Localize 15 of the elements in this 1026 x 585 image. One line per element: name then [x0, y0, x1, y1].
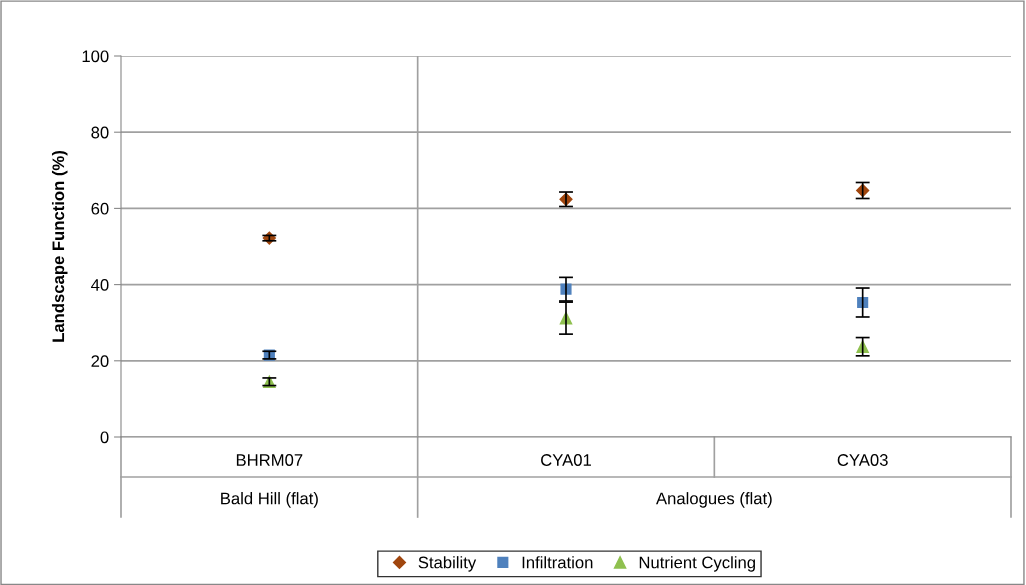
- y-tick-label: 100: [82, 50, 109, 63]
- x-tick-label: CYA03: [837, 454, 888, 466]
- x-tick-label: CYA01: [541, 454, 591, 466]
- text: Bald Hill (flat): [221, 492, 318, 508]
- legend-label: Nutrient Cycling: [639, 556, 755, 572]
- y-tick-label: 60: [91, 202, 109, 215]
- y-tick-label: 80: [91, 126, 109, 139]
- y-tick-label: 0: [100, 431, 109, 444]
- text: Analogues (flat): [656, 492, 772, 508]
- y-tick-label: 20: [91, 355, 109, 367]
- x-tick-label: BHRM07: [236, 454, 303, 466]
- legend-label: Stability: [418, 556, 477, 572]
- y-tick-label: 40: [91, 279, 109, 291]
- y-axis-title: Landscape Function (%): [51, 151, 68, 342]
- legend-label: Infiltration: [522, 556, 593, 569]
